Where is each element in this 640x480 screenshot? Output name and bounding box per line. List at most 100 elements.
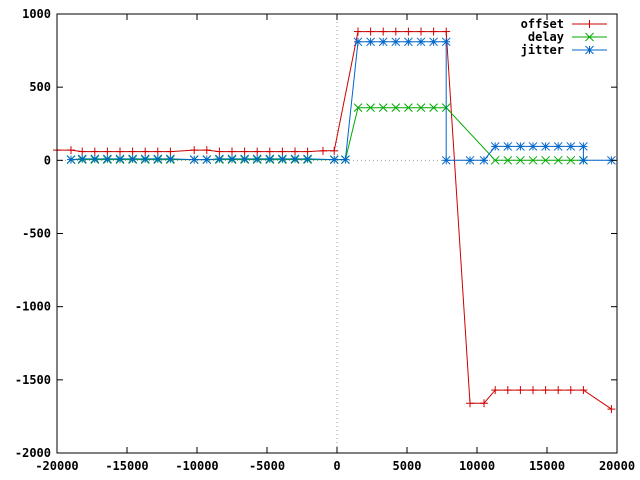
data-point-jitter — [90, 154, 100, 164]
data-point-offset — [128, 147, 137, 156]
data-point-jitter — [528, 142, 538, 151]
data-point-jitter — [240, 154, 249, 164]
data-point-jitter — [66, 155, 76, 164]
y-tick-label: 0 — [44, 153, 51, 167]
data-point-delay — [366, 103, 375, 113]
data-point-offset — [240, 147, 249, 156]
data-point-jitter — [516, 142, 525, 151]
data-point-jitter — [566, 142, 576, 151]
legend-marker-delay — [585, 32, 594, 42]
data-point-delay — [566, 155, 576, 165]
x-tick-label: 0 — [333, 459, 340, 473]
y-tick-label: -1000 — [15, 300, 51, 314]
data-point-offset — [541, 386, 550, 395]
x-tick-label: -5000 — [249, 459, 285, 473]
data-point-offset — [391, 27, 400, 36]
data-point-jitter — [465, 155, 475, 165]
data-point-jitter — [441, 37, 451, 47]
data-point-delay — [528, 155, 538, 165]
data-point-delay — [516, 155, 525, 165]
data-point-delay — [391, 103, 401, 113]
data-point-delay — [416, 103, 426, 113]
data-point-jitter — [227, 154, 237, 164]
data-point-offset — [215, 147, 224, 156]
data-point-offset — [265, 147, 274, 156]
series-jitter — [66, 37, 616, 165]
data-point-delay — [353, 103, 363, 113]
data-point-jitter — [329, 155, 339, 164]
data-point-jitter — [503, 142, 513, 151]
data-point-delay — [541, 155, 550, 165]
data-point-offset — [429, 27, 438, 36]
y-tick-label: -1500 — [15, 373, 51, 387]
data-point-offset — [278, 147, 287, 156]
data-point-offset — [303, 147, 312, 156]
data-point-jitter — [103, 154, 112, 164]
data-point-offset — [78, 147, 87, 156]
y-tick-label: 1000 — [22, 7, 51, 21]
data-point-offset — [228, 147, 236, 156]
data-point-delay — [404, 103, 413, 113]
x-tick-label: 5000 — [393, 459, 422, 473]
data-point-jitter — [541, 142, 550, 151]
data-point-jitter — [579, 142, 588, 151]
data-point-jitter — [429, 37, 438, 47]
data-point-delay — [503, 155, 513, 165]
y-tick-label: 500 — [29, 80, 51, 94]
data-point-offset — [566, 386, 575, 395]
legend-label-jitter: jitter — [521, 43, 564, 57]
data-point-offset — [442, 27, 451, 36]
data-point-jitter — [490, 142, 500, 151]
data-point-offset — [607, 405, 616, 414]
data-point-offset — [516, 386, 525, 395]
data-point-offset — [330, 146, 339, 155]
data-point-offset — [404, 27, 413, 36]
data-point-jitter — [416, 37, 426, 47]
data-point-offset — [354, 27, 362, 36]
data-point-jitter — [252, 154, 262, 164]
data-point-jitter — [77, 154, 87, 164]
data-point-delay — [429, 103, 438, 113]
data-point-offset — [579, 386, 588, 395]
data-point-jitter — [215, 154, 224, 164]
data-point-offset — [417, 27, 425, 36]
data-point-delay — [378, 103, 388, 113]
data-point-jitter — [278, 154, 287, 164]
data-point-offset — [529, 386, 537, 395]
series-offset — [53, 27, 616, 414]
data-point-jitter — [341, 155, 350, 164]
data-point-offset — [379, 27, 388, 36]
x-tick-label: -20000 — [35, 459, 78, 473]
data-point-offset — [491, 386, 500, 395]
data-point-offset — [90, 147, 99, 156]
data-point-jitter — [140, 154, 150, 164]
data-point-offset — [503, 386, 512, 395]
x-tick-label: -15000 — [105, 459, 148, 473]
legend-marker-jitter — [585, 45, 594, 55]
data-point-jitter — [553, 142, 563, 151]
data-point-jitter — [441, 155, 451, 165]
x-tick-label: -10000 — [175, 459, 218, 473]
zero-lines — [57, 14, 617, 453]
legend-label-offset: offset — [521, 17, 564, 31]
data-point-jitter — [128, 154, 137, 164]
data-point-offset — [166, 147, 175, 156]
y-tick-label: -500 — [22, 227, 51, 241]
data-point-jitter — [115, 154, 125, 164]
data-point-jitter — [166, 154, 175, 164]
data-point-offset — [202, 146, 211, 155]
data-point-offset — [319, 146, 327, 155]
data-point-offset — [67, 146, 75, 155]
series-layer — [53, 27, 616, 414]
data-point-offset — [291, 147, 299, 156]
data-point-jitter — [153, 154, 163, 164]
x-tick-label: 15000 — [529, 459, 565, 473]
data-point-jitter — [479, 155, 489, 165]
data-point-jitter — [290, 154, 300, 164]
data-point-jitter — [579, 155, 588, 165]
x-tick-label: 10000 — [459, 459, 495, 473]
data-point-offset — [366, 27, 375, 36]
